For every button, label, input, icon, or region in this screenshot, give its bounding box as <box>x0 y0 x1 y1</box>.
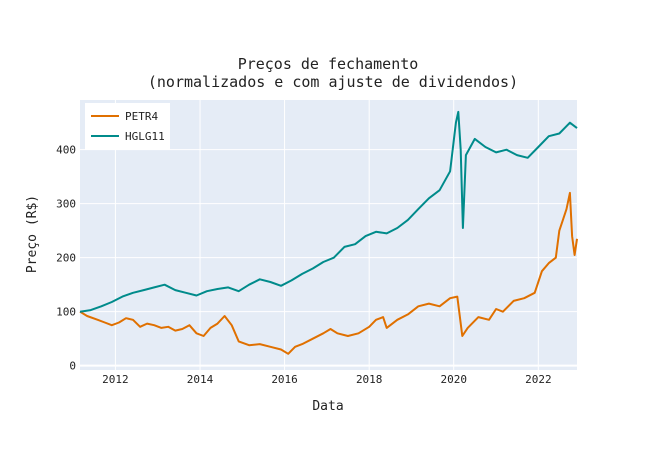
series-line-petr4 <box>79 191 578 355</box>
series-line-hglg11 <box>79 110 578 313</box>
y-tick-label: 400 <box>56 144 76 157</box>
x-tick-label: 2018 <box>356 373 383 386</box>
y-tick-label: 300 <box>56 198 76 211</box>
legend-label-hglg11: HGLG11 <box>125 130 165 143</box>
legend-label-petr4: PETR4 <box>125 110 158 123</box>
x-tick-label: 2020 <box>440 373 467 386</box>
chart-title: Preços de fechamento <box>238 55 419 73</box>
x-tick-label: 2012 <box>102 373 129 386</box>
series-layer <box>79 110 578 355</box>
legend-box <box>85 103 170 150</box>
x-tick-label: 2016 <box>271 373 298 386</box>
y-axis-ticks: 0 100 200 300 400 <box>56 144 76 373</box>
chart-subtitle: (normalizados e com ajuste de dividendos… <box>148 73 518 91</box>
y-tick-label: 200 <box>56 252 76 265</box>
y-axis-label: Preço (R$) <box>25 195 40 273</box>
x-axis-ticks: 2012 2014 2016 2018 2020 2022 <box>102 373 551 386</box>
y-tick-label: 100 <box>56 306 76 319</box>
x-tick-label: 2022 <box>525 373 552 386</box>
x-tick-label: 2014 <box>187 373 214 386</box>
x-axis-label: Data <box>312 399 343 414</box>
y-tick-label: 0 <box>69 360 76 373</box>
legend: PETR4 HGLG11 <box>85 103 170 150</box>
grid-lines <box>80 100 577 370</box>
